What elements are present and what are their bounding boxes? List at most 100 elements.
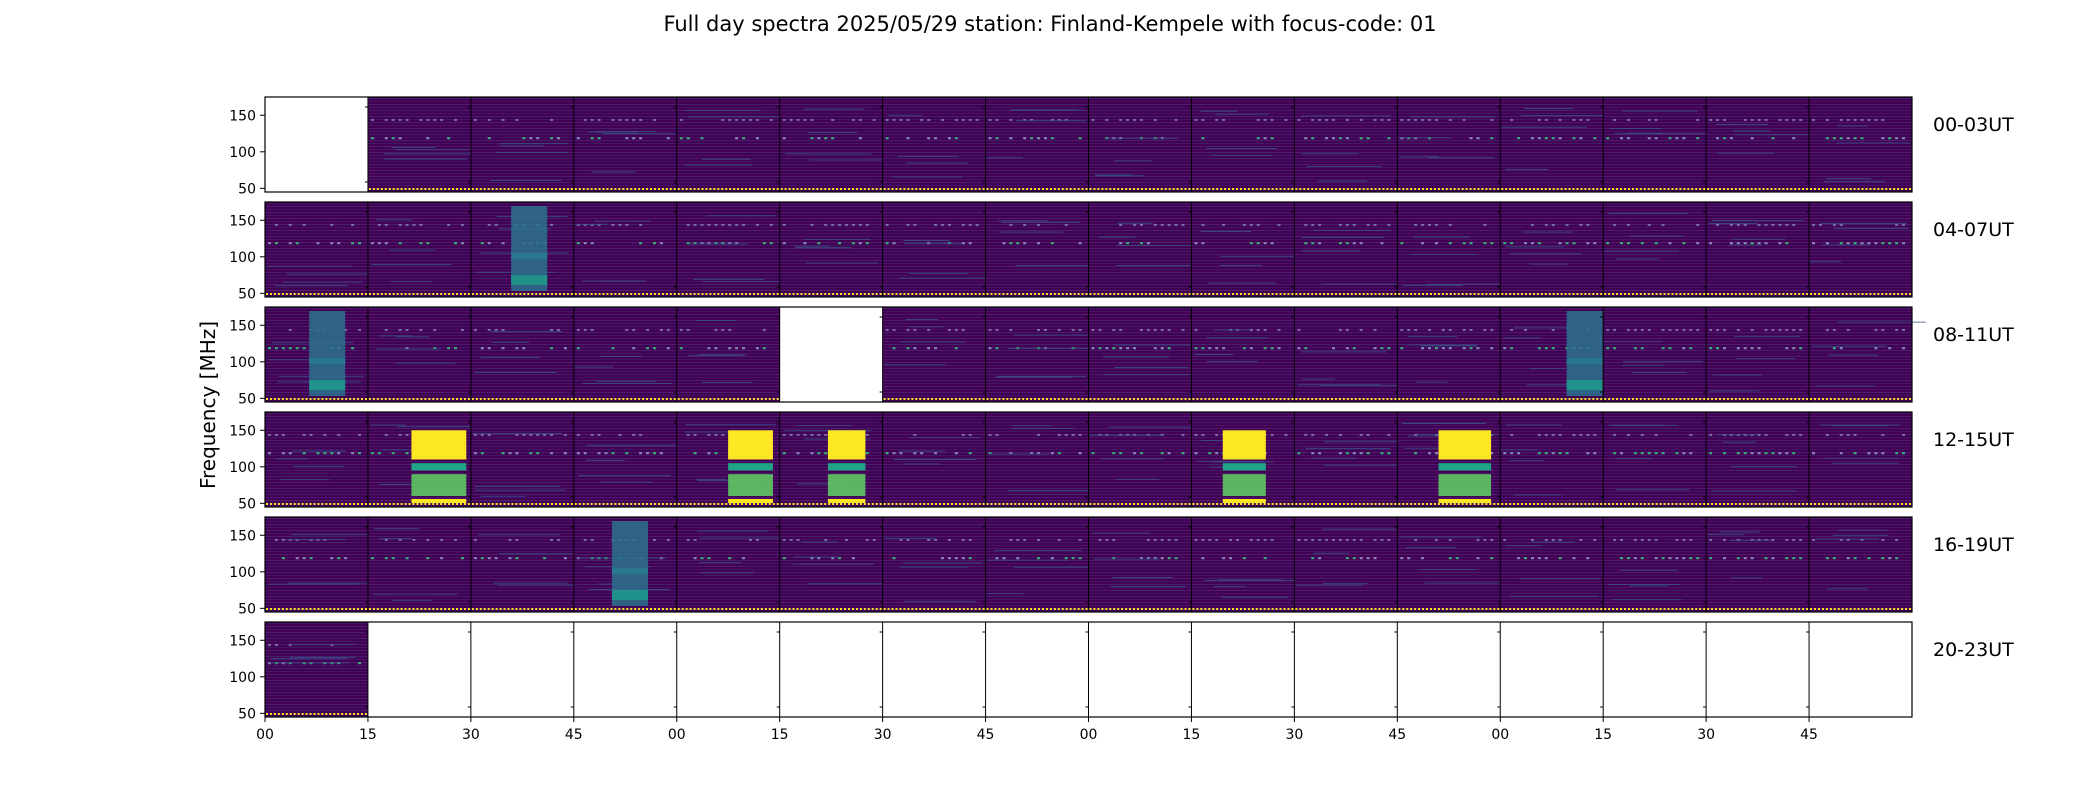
y-tick-label: 100 — [229, 460, 256, 476]
spectrum-panel-2-11 — [1397, 307, 1501, 402]
y-tick-label: 150 — [229, 423, 256, 439]
spectrum-panel-3-3 — [573, 412, 677, 507]
y-tick-label: 100 — [229, 670, 256, 686]
panel-background — [882, 202, 986, 297]
panel-background — [676, 97, 780, 192]
y-tick-label: 150 — [229, 633, 256, 649]
panel-background — [779, 202, 883, 297]
panel-background — [1191, 97, 1295, 192]
spectrum-panel-1-4 — [676, 202, 791, 297]
empty-panel — [1088, 622, 1192, 717]
panel-background — [1500, 97, 1604, 192]
spectrum-panel-1-3 — [573, 202, 677, 297]
spectrum-panel-4-1 — [367, 517, 471, 612]
spectrum-panel-5-2 — [470, 622, 574, 717]
panel-background — [470, 307, 574, 402]
spectrum-panel-3-14 — [1706, 412, 1810, 507]
y-tick-label: 100 — [229, 565, 256, 581]
spectrum-panel-2-1 — [367, 307, 471, 402]
spectrum-panel-2-4 — [676, 307, 780, 402]
spectrum-panel-5-12 — [1500, 622, 1604, 717]
spectra-row-0 — [265, 97, 1912, 192]
spectrum-panel-3-12 — [1500, 412, 1604, 507]
x-tick-label: 15 — [1594, 727, 1612, 743]
spectrum-panel-3-7 — [985, 412, 1097, 507]
spectrum-panel-0-12 — [1500, 97, 1605, 192]
panel-background — [367, 202, 471, 297]
x-tick-label: 00 — [256, 727, 274, 743]
spectrum-panel-3-5 — [779, 412, 883, 507]
panel-background — [1809, 517, 1912, 612]
y-tick-label: 150 — [229, 213, 256, 229]
panel-background — [985, 517, 1089, 612]
empty-panel — [573, 622, 677, 717]
panel-background — [1294, 202, 1398, 297]
panel-background — [1603, 412, 1707, 507]
spectrum-panel-0-3 — [573, 97, 677, 192]
panel-background — [367, 307, 471, 402]
spectrum-panel-1-8 — [1088, 202, 1204, 297]
spectrum-panel-5-10 — [1294, 622, 1398, 717]
spectrum-panel-4-8 — [1088, 517, 1192, 612]
spectrum-panel-0-7 — [985, 97, 1089, 192]
y-tick-label: 50 — [238, 706, 256, 722]
panel-background — [1809, 307, 1912, 402]
panel-background — [1603, 307, 1707, 402]
panel-background — [1603, 202, 1707, 297]
spectrum-panel-5-14 — [1706, 622, 1810, 717]
spectrum-panel-4-3 — [573, 517, 677, 612]
y-tick-label: 50 — [238, 496, 256, 512]
spectrum-panel-3-2 — [470, 412, 574, 507]
panel-background — [265, 622, 368, 717]
spectrum-panel-2-8 — [1088, 307, 1196, 402]
x-tick-label: 00 — [668, 727, 686, 743]
empty-panel — [1706, 622, 1810, 717]
panels-layer — [265, 97, 1926, 717]
spectrum-panel-3-1 — [367, 412, 471, 507]
panel-background — [573, 202, 677, 297]
panel-background — [1191, 517, 1295, 612]
spectrum-panel-4-10 — [1294, 517, 1398, 612]
panel-background — [985, 97, 1089, 192]
spectrum-panel-3-13 — [1603, 412, 1707, 507]
spectrum-panel-2-0 — [265, 307, 368, 402]
panel-background — [1397, 307, 1501, 402]
y-tick-label: 50 — [238, 601, 256, 617]
spectrum-panel-0-13 — [1603, 97, 1713, 192]
panel-background — [1088, 97, 1192, 192]
spectrum-panel-0-9 — [1191, 97, 1295, 192]
y-tick-label: 100 — [229, 145, 256, 161]
spectrum-panel-4-15 — [1809, 517, 1912, 612]
y-tick-label: 50 — [238, 391, 256, 407]
row-label: 12-15UT — [1933, 429, 2014, 451]
x-tick-label: 45 — [977, 727, 995, 743]
empty-panel — [1397, 622, 1501, 717]
x-tick-label: 30 — [462, 727, 480, 743]
y-tick-label: 50 — [238, 181, 256, 197]
spectrum-panel-5-4 — [676, 622, 780, 717]
panel-background — [1088, 202, 1192, 297]
spectrum-panel-1-2 — [470, 202, 574, 297]
row-label: 00-03UT — [1933, 114, 2014, 136]
panel-background — [676, 517, 780, 612]
spectra-row-2 — [265, 307, 1926, 402]
panel-background — [1706, 517, 1810, 612]
panel-background — [985, 307, 1089, 402]
panel-background — [1397, 517, 1501, 612]
spectrum-panel-5-0 — [265, 622, 368, 717]
x-tick-label: 30 — [874, 727, 892, 743]
panel-background — [882, 517, 986, 612]
spectrum-panel-2-15 — [1809, 307, 1926, 402]
spectrum-panel-3-8 — [1088, 412, 1192, 507]
empty-panel — [779, 307, 883, 402]
panel-background — [1088, 412, 1192, 507]
spectrum-panel-2-7 — [985, 307, 1104, 402]
empty-panel — [1809, 622, 1912, 717]
spectrum-panel-4-2 — [470, 517, 584, 612]
spectrum-panel-5-6 — [882, 622, 986, 717]
spectrum-panel-2-6 — [882, 307, 986, 402]
panel-background — [1706, 307, 1810, 402]
spectrum-panel-1-5 — [779, 202, 883, 297]
spectrum-panel-2-13 — [1603, 307, 1707, 402]
